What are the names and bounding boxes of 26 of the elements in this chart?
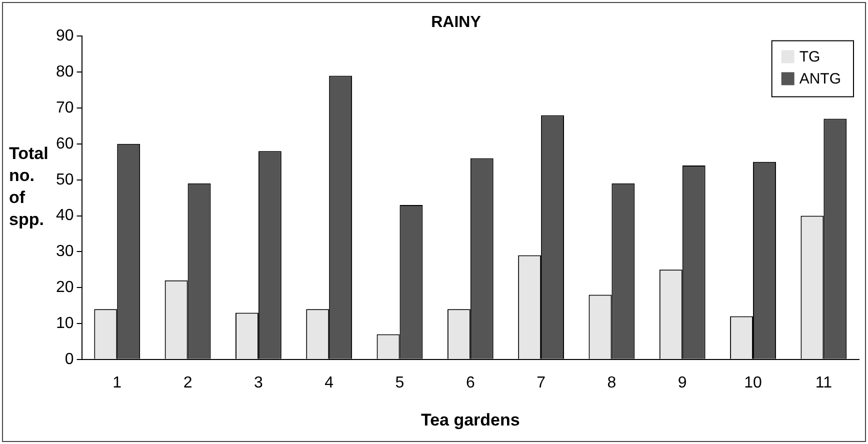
x-tick-label: 10 [744, 374, 762, 392]
y-tick-label: 40 [56, 207, 74, 224]
x-tick-label: 6 [466, 374, 475, 392]
y-tick-label: 60 [56, 135, 74, 152]
x-tick-label: 3 [254, 374, 263, 392]
x-tick-label: 4 [324, 374, 334, 392]
x-tick-label: 11 [815, 374, 832, 392]
legend-label: TG [799, 48, 820, 66]
y-tick-label: 70 [56, 99, 74, 116]
y-tick-label: 10 [56, 314, 74, 332]
x-axis-title: Tea gardens [420, 410, 520, 430]
chart-title: RAINY [431, 14, 482, 32]
x-tick-label: 2 [183, 374, 192, 392]
x-tick-label: 1 [112, 374, 122, 392]
y-tick-label: 30 [56, 243, 74, 260]
y-tick-label: 0 [64, 350, 74, 368]
y-tick-label: 90 [56, 28, 74, 45]
y-tick-label: 20 [56, 278, 74, 296]
legend-label: ANTG [799, 70, 842, 88]
x-tick-label: 5 [395, 374, 404, 392]
x-tick-label: 9 [678, 374, 687, 392]
y-tick-label: 50 [56, 171, 74, 188]
x-tick-label: 7 [536, 374, 546, 392]
y-tick-label: 80 [56, 64, 74, 81]
y-axis-title: Total no. of spp. [9, 143, 50, 231]
x-tick-label: 8 [607, 374, 616, 392]
